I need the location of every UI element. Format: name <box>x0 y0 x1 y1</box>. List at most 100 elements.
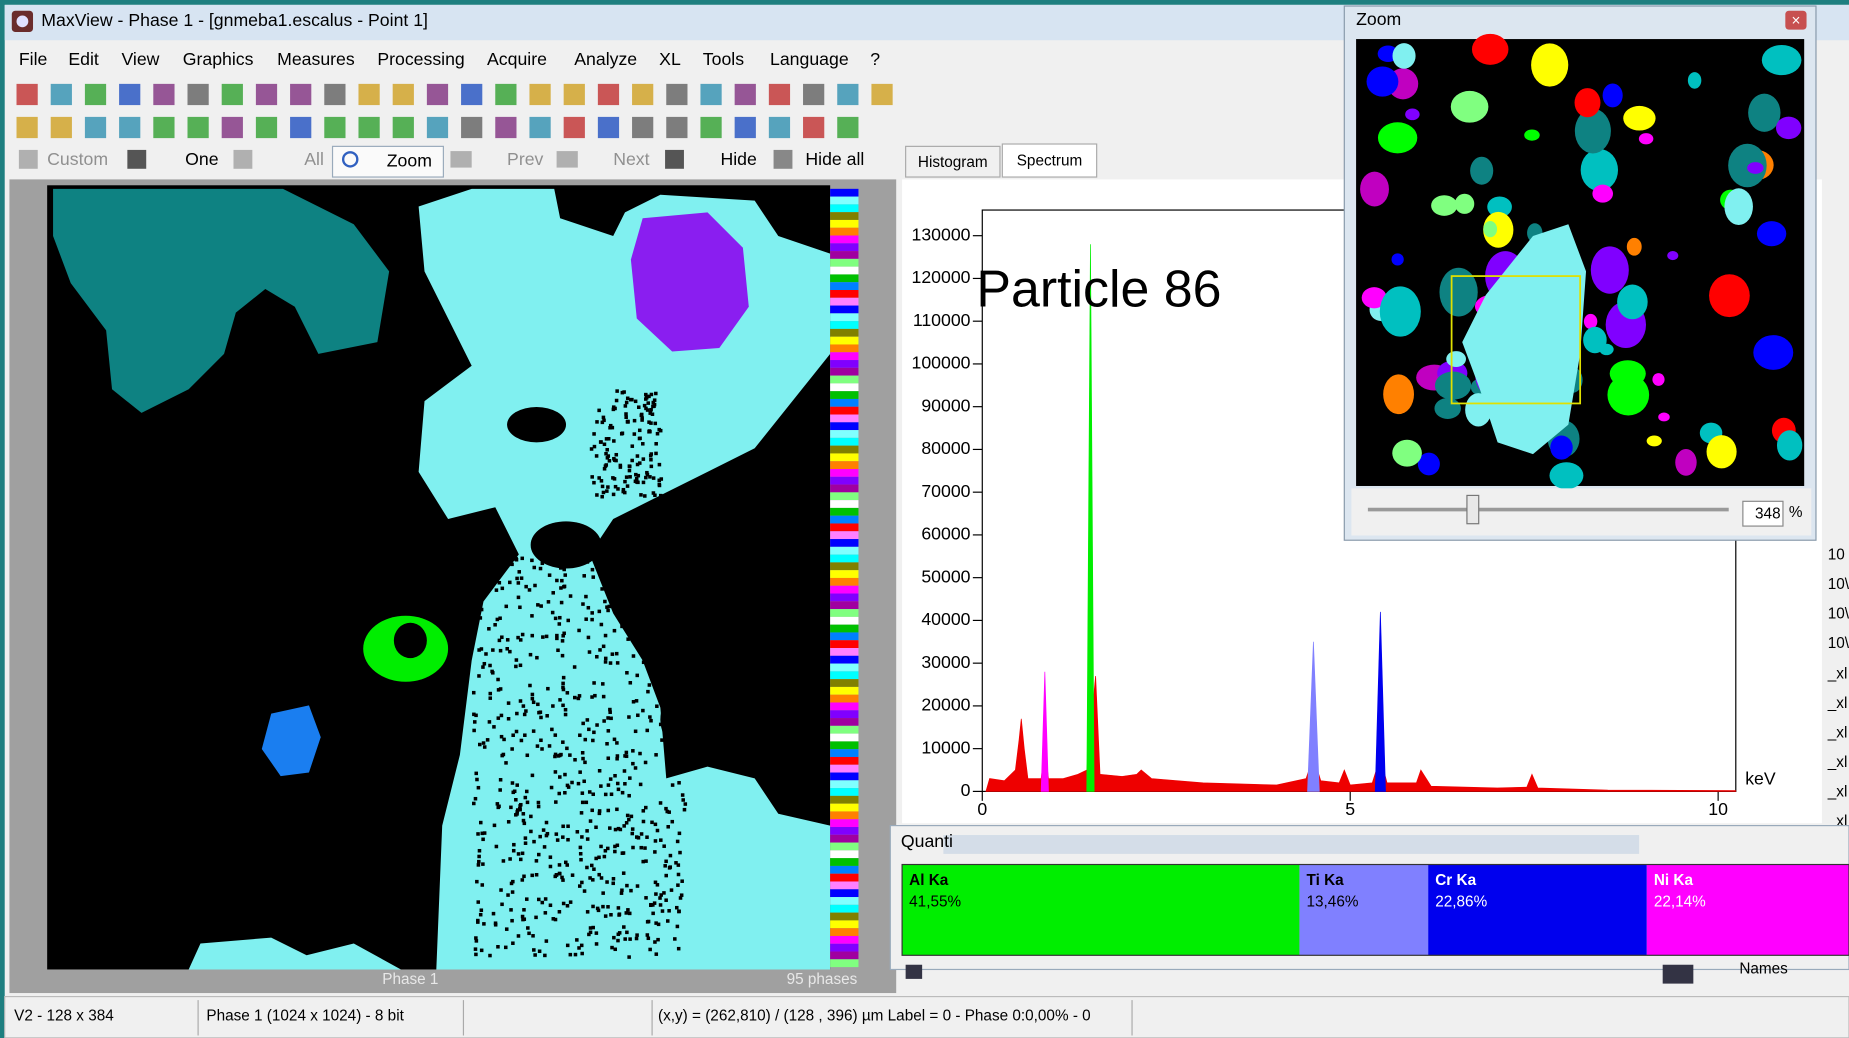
toolbar-icon[interactable] <box>222 84 243 105</box>
toolbar-icon[interactable] <box>529 84 550 105</box>
toolbar-icon[interactable] <box>700 117 721 138</box>
tab-label[interactable]: Histogram <box>918 154 988 171</box>
toolbar-icon[interactable] <box>461 84 482 105</box>
toolbar-icon[interactable] <box>735 117 756 138</box>
toolbar-icon[interactable] <box>837 117 858 138</box>
menu-item[interactable]: Tools <box>703 49 744 69</box>
toolbar-icon[interactable] <box>324 117 345 138</box>
toolbar-icon[interactable] <box>17 117 38 138</box>
speck <box>475 580 479 584</box>
speck <box>554 617 558 621</box>
speck <box>632 654 636 658</box>
toolbar-button[interactable]: Hide all <box>805 149 864 169</box>
toolbar-icon[interactable] <box>51 117 72 138</box>
toolbar-icon[interactable] <box>769 84 790 105</box>
toolbar-icon[interactable] <box>358 84 379 105</box>
toolbar-icon[interactable] <box>700 84 721 105</box>
speck <box>488 696 492 700</box>
toolbar-icon[interactable] <box>564 117 585 138</box>
toolbar-button[interactable]: Custom <box>47 149 108 169</box>
speck <box>478 743 482 747</box>
toolbar-icon[interactable] <box>769 117 790 138</box>
toolbar-button[interactable]: All <box>304 149 324 169</box>
menu-item[interactable]: ? <box>870 49 880 69</box>
toolbar-icon[interactable] <box>290 84 311 105</box>
toolbar-icon[interactable] <box>85 117 106 138</box>
toolbar-button[interactable]: One <box>185 149 219 169</box>
toolbar-icon[interactable] <box>598 117 619 138</box>
toolbar-icon[interactable] <box>598 84 619 105</box>
toolbar-icon[interactable] <box>632 117 653 138</box>
toolbar-icon[interactable] <box>803 117 824 138</box>
toolbar-icon[interactable] <box>837 84 858 105</box>
speck <box>536 603 540 607</box>
zoom-particle <box>1451 91 1489 123</box>
toolbar-icon[interactable] <box>222 117 243 138</box>
toolbar-icon[interactable] <box>666 84 687 105</box>
zoom-slider-thumb[interactable] <box>1467 495 1479 523</box>
zoom-value[interactable]: 348 <box>1755 505 1781 522</box>
toolbar-icon[interactable] <box>529 117 550 138</box>
menu-item[interactable]: Edit <box>68 49 99 69</box>
toolbar-icon[interactable] <box>393 84 414 105</box>
toolbar-icon[interactable] <box>153 117 174 138</box>
speck <box>521 633 525 637</box>
strip-cell <box>830 710 858 718</box>
zoom-particle <box>1647 435 1662 446</box>
menu-item[interactable]: Graphics <box>183 49 254 69</box>
menu-item[interactable]: Acquire <box>487 49 547 69</box>
menu-item[interactable]: XL <box>659 49 681 69</box>
toolbar-icon[interactable] <box>666 117 687 138</box>
toolbar-icon[interactable] <box>119 117 140 138</box>
toolbar-icon[interactable] <box>153 84 174 105</box>
toolbar-icon[interactable] <box>427 117 448 138</box>
menu-item[interactable]: Measures <box>277 49 355 69</box>
toolbar-icon[interactable] <box>735 84 756 105</box>
toolbar-icon[interactable] <box>119 84 140 105</box>
toolbar-button[interactable]: Hide <box>720 149 757 169</box>
toolbar-icon[interactable] <box>358 117 379 138</box>
toolbar-button[interactable]: Next <box>613 149 649 169</box>
strip-cell <box>830 578 858 586</box>
speck <box>488 692 492 696</box>
toolbar-icon[interactable] <box>187 84 208 105</box>
speck <box>536 744 540 748</box>
speck <box>676 595 680 599</box>
speck <box>672 748 676 752</box>
menu-item[interactable]: Processing <box>377 49 464 69</box>
speck <box>656 938 660 942</box>
toolbar-icon[interactable] <box>871 84 892 105</box>
toolbar-icon[interactable] <box>85 84 106 105</box>
speck <box>531 697 535 701</box>
speck <box>514 665 518 669</box>
toolbar-icon[interactable] <box>461 117 482 138</box>
toolbar-icon[interactable] <box>187 117 208 138</box>
toolbar-icon[interactable] <box>632 84 653 105</box>
speck <box>479 913 483 917</box>
toolbar-icon[interactable] <box>256 117 277 138</box>
speck <box>483 662 487 666</box>
speck <box>659 801 663 805</box>
toolbar-icon[interactable] <box>393 117 414 138</box>
strip-cell <box>830 788 858 796</box>
toolbar-button[interactable]: Prev <box>507 149 544 169</box>
toolbar-button[interactable]: Zoom <box>387 150 432 170</box>
toolbar-icon[interactable] <box>290 117 311 138</box>
toolbar-icon[interactable] <box>256 84 277 105</box>
menu-item[interactable]: File <box>19 49 48 69</box>
menu-item[interactable]: Analyze <box>574 49 637 69</box>
speck <box>620 891 624 895</box>
toolbar-icon[interactable] <box>324 84 345 105</box>
speck <box>577 697 581 701</box>
toolbar-icon[interactable] <box>495 117 516 138</box>
toolbar-icon[interactable] <box>51 84 72 105</box>
speck <box>600 876 604 880</box>
toolbar-icon[interactable] <box>564 84 585 105</box>
toolbar-icon[interactable] <box>17 84 38 105</box>
toolbar-icon[interactable] <box>427 84 448 105</box>
toolbar-icon[interactable] <box>495 84 516 105</box>
menu-item[interactable]: Language <box>770 49 849 69</box>
tab-label[interactable]: Spectrum <box>1017 153 1083 170</box>
toolbar-icon[interactable] <box>803 84 824 105</box>
menu-item[interactable]: View <box>121 49 159 69</box>
